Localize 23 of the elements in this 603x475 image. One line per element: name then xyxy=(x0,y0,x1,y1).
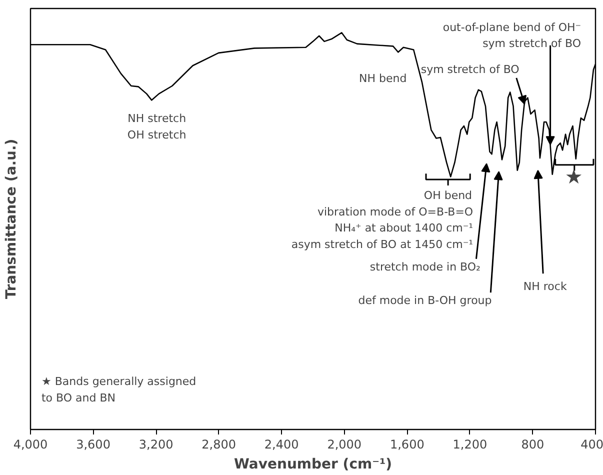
x-tick-label: 1,200 xyxy=(452,438,488,452)
x-tick-label: 2,400 xyxy=(264,438,299,452)
annotation: NH bend xyxy=(358,72,407,86)
annotation: OH bend xyxy=(424,188,472,202)
annotation: NH stretch OH stretch xyxy=(127,112,186,142)
y-axis-title: Transmittance (a.u.) xyxy=(4,138,20,300)
annotation: ★ xyxy=(564,164,583,189)
annotation: vibration mode of O=B-B=O NH₄⁺ at about 1400 cm⁻¹ asym stretch of BO at 1450 cm⁻¹ xyxy=(291,205,474,251)
annotation: NH rock xyxy=(523,280,568,294)
x-tick-label: 1,600 xyxy=(390,438,424,452)
annotation: ★ Bands generally assigned to BO and BN xyxy=(41,375,196,404)
x-tick-label: 3,600 xyxy=(76,438,110,452)
annotation: sym stretch of BO xyxy=(420,63,520,76)
annotation: def mode in B-OH group xyxy=(358,294,492,308)
x-tick-label: 4,000 xyxy=(13,438,48,452)
x-tick-label: 2,000 xyxy=(327,438,362,452)
x-tick-label: 800 xyxy=(521,438,544,452)
x-tick-label: 3,200 xyxy=(138,438,174,452)
x-axis-title: Wavenumber (cm⁻¹) xyxy=(234,456,392,472)
annotation: out-of-plane bend of OH⁻ sym stretch of BO xyxy=(442,20,582,50)
x-tick-label: 400 xyxy=(580,438,603,452)
x-tick-label: 2,800 xyxy=(202,438,236,452)
annotation: stretch mode in BO₂ xyxy=(370,260,480,274)
